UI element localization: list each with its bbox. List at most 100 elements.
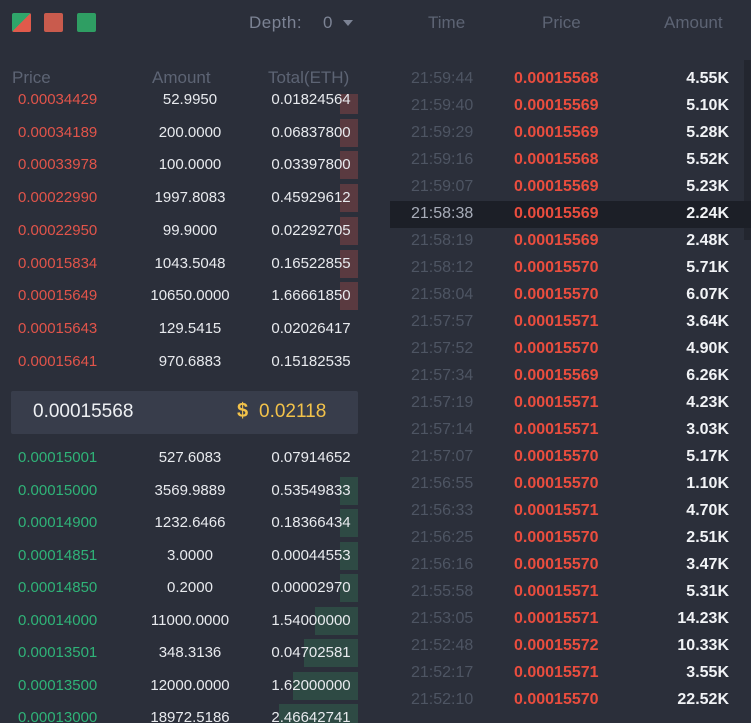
- trade-row[interactable]: 21:56:25 0.00015570 2.51K: [390, 525, 751, 552]
- trades-header-amount: Amount: [664, 13, 723, 32]
- trade-row[interactable]: 21:58:38 0.00015569 2.24K: [390, 201, 751, 228]
- order-amount: 970.6883: [158, 352, 222, 370]
- sell-order-row[interactable]: 0.00033978 100.0000 0.03397800: [0, 149, 362, 181]
- buy-order-row[interactable]: 0.00013500 12000.0000 1.62000000: [0, 670, 362, 702]
- trade-row[interactable]: 21:57:57 0.00015571 3.64K: [390, 309, 751, 336]
- sell-order-row[interactable]: 0.00022950 99.9000 0.02292705: [0, 215, 362, 247]
- sell-order-row[interactable]: 0.00034429 52.9950 0.01824564: [0, 94, 362, 116]
- buy-order-row[interactable]: 0.00013501 348.3136 0.04702581: [0, 637, 362, 669]
- trade-time: 21:52:10: [411, 691, 474, 708]
- order-amount: 3.0000: [167, 546, 213, 564]
- trade-row[interactable]: 21:52:10 0.00015570 22.52K: [390, 687, 751, 714]
- trade-amount: 10.33K: [677, 637, 729, 654]
- trade-row[interactable]: 21:56:33 0.00015571 4.70K: [390, 498, 751, 525]
- trade-amount: 6.26K: [686, 367, 729, 384]
- trade-row[interactable]: 21:59:16 0.00015568 5.52K: [390, 147, 751, 174]
- buy-order-row[interactable]: 0.00014900 1232.6466 0.18366434: [0, 507, 362, 539]
- buy-order-row[interactable]: 0.00014000 11000.0000 1.54000000: [0, 605, 362, 637]
- trade-price: 0.00015570: [514, 286, 599, 303]
- depth-select[interactable]: 0: [323, 13, 333, 32]
- trade-amount: 2.51K: [686, 529, 729, 546]
- order-amount: 18972.5186: [150, 709, 230, 723]
- order-total: 2.46642741: [271, 709, 351, 723]
- sell-view-icon[interactable]: [44, 13, 63, 32]
- buy-order-row[interactable]: 0.00013000 18972.5186 2.46642741: [0, 702, 362, 723]
- trade-row[interactable]: 21:56:16 0.00015570 3.47K: [390, 552, 751, 579]
- trade-row[interactable]: 21:59:29 0.00015569 5.28K: [390, 120, 751, 147]
- buy-order-row[interactable]: 0.00015000 3569.9889 0.53549833: [0, 475, 362, 507]
- sell-order-row[interactable]: 0.00015834 1043.5048 0.16522855: [0, 248, 362, 280]
- trade-row[interactable]: 21:59:40 0.00015569 5.10K: [390, 93, 751, 120]
- trade-row[interactable]: 21:53:05 0.00015571 14.23K: [390, 606, 751, 633]
- order-amount: 52.9950: [162, 94, 218, 108]
- order-amount: 10650.0000: [150, 287, 230, 305]
- trade-amount: 3.47K: [686, 556, 729, 573]
- trade-row[interactable]: 21:56:55 0.00015570 1.10K: [390, 471, 751, 498]
- order-total: 0.00044553: [271, 546, 351, 564]
- trade-amount: 5.23K: [686, 178, 729, 195]
- buy-order-row[interactable]: 0.00014851 3.0000 0.00044553: [0, 540, 362, 572]
- trade-row[interactable]: 21:59:07 0.00015569 5.23K: [390, 174, 751, 201]
- depth-bar: [340, 118, 358, 147]
- depth-bar: [340, 151, 358, 180]
- trade-row[interactable]: 21:59:44 0.00015568 4.55K: [390, 66, 751, 93]
- trade-time: 21:56:25: [411, 529, 474, 546]
- trade-time: 21:55:58: [411, 583, 474, 600]
- trade-time: 21:59:16: [411, 151, 474, 168]
- order-price: 0.00013000: [18, 709, 98, 723]
- trade-row[interactable]: 21:57:52 0.00015570 4.90K: [390, 336, 751, 363]
- order-total: 0.18366434: [271, 514, 351, 531]
- dollar-icon: $: [237, 400, 249, 422]
- trade-amount: 5.17K: [686, 448, 729, 465]
- sell-order-row[interactable]: 0.00034189 200.0000 0.06837800: [0, 117, 362, 149]
- order-total: 0.04702581: [271, 644, 351, 661]
- order-amount: 527.6083: [158, 449, 222, 466]
- order-total: 0.03397800: [271, 156, 351, 174]
- sell-order-row[interactable]: 0.00015649 10650.0000 1.66661850: [0, 280, 362, 312]
- order-total: 0.45929612: [271, 189, 351, 207]
- trade-time: 21:59:40: [411, 97, 474, 114]
- split-view-icon[interactable]: [12, 13, 31, 32]
- sell-order-row[interactable]: 0.00015643 129.5415 0.02026417: [0, 313, 362, 345]
- trade-amount: 2.24K: [686, 205, 729, 222]
- trade-row[interactable]: 21:57:07 0.00015570 5.17K: [390, 444, 751, 471]
- trade-row[interactable]: 21:58:19 0.00015569 2.48K: [390, 228, 751, 255]
- trade-history: 21:59:44 0.00015568 4.55K 21:59:40 0.0001556…: [390, 66, 751, 723]
- order-amount: 1997.8083: [154, 189, 226, 207]
- buy-order-row[interactable]: 0.00014850 0.2000 0.00002970: [0, 572, 362, 604]
- trade-price: 0.00015571: [514, 313, 599, 330]
- buy-order-row[interactable]: 0.00015001 527.6083 0.07914652: [0, 442, 362, 474]
- top-bar: Depth: 0 Time Price Amount: [0, 0, 751, 50]
- trade-row[interactable]: 21:52:48 0.00015572 10.33K: [390, 633, 751, 660]
- depth-bar: [340, 282, 358, 311]
- order-price: 0.00013501: [18, 644, 98, 661]
- trade-row[interactable]: 21:55:58 0.00015571 5.31K: [390, 579, 751, 606]
- order-price: 0.00022990: [18, 189, 98, 207]
- trade-row[interactable]: 21:57:19 0.00015571 4.23K: [390, 390, 751, 417]
- trade-row[interactable]: 21:57:14 0.00015571 3.03K: [390, 417, 751, 444]
- trade-row[interactable]: 21:58:12 0.00015570 5.71K: [390, 255, 751, 282]
- chevron-down-icon[interactable]: [343, 20, 353, 26]
- order-price: 0.00013500: [18, 676, 98, 694]
- trade-price: 0.00015569: [514, 205, 599, 222]
- depth-bar: [340, 94, 358, 114]
- depth-label: Depth:: [249, 13, 303, 32]
- trade-row[interactable]: 21:57:34 0.00015569 6.26K: [390, 363, 751, 390]
- order-total: 0.07914652: [271, 449, 351, 466]
- order-price: 0.00015641: [18, 352, 98, 370]
- order-price: 0.00015000: [18, 481, 98, 499]
- trade-time: 21:56:16: [411, 556, 474, 573]
- order-amount: 348.3136: [158, 644, 222, 661]
- trade-row[interactable]: 21:52:17 0.00015571 3.55K: [390, 660, 751, 687]
- buy-view-icon[interactable]: [77, 13, 96, 32]
- order-total: 0.02026417: [271, 319, 351, 337]
- depth-bar: [340, 509, 358, 537]
- trade-row[interactable]: 21:58:04 0.00015570 6.07K: [390, 282, 751, 309]
- trade-amount: 5.10K: [686, 97, 729, 114]
- scrollbar[interactable]: [744, 60, 751, 240]
- trade-time: 21:57:57: [411, 313, 474, 330]
- order-price: 0.00034189: [18, 123, 98, 141]
- order-amount: 1232.6466: [154, 514, 226, 531]
- sell-order-row[interactable]: 0.00022990 1997.8083 0.45929612: [0, 182, 362, 214]
- sell-order-row[interactable]: 0.00015641 970.6883 0.15182535: [0, 346, 362, 378]
